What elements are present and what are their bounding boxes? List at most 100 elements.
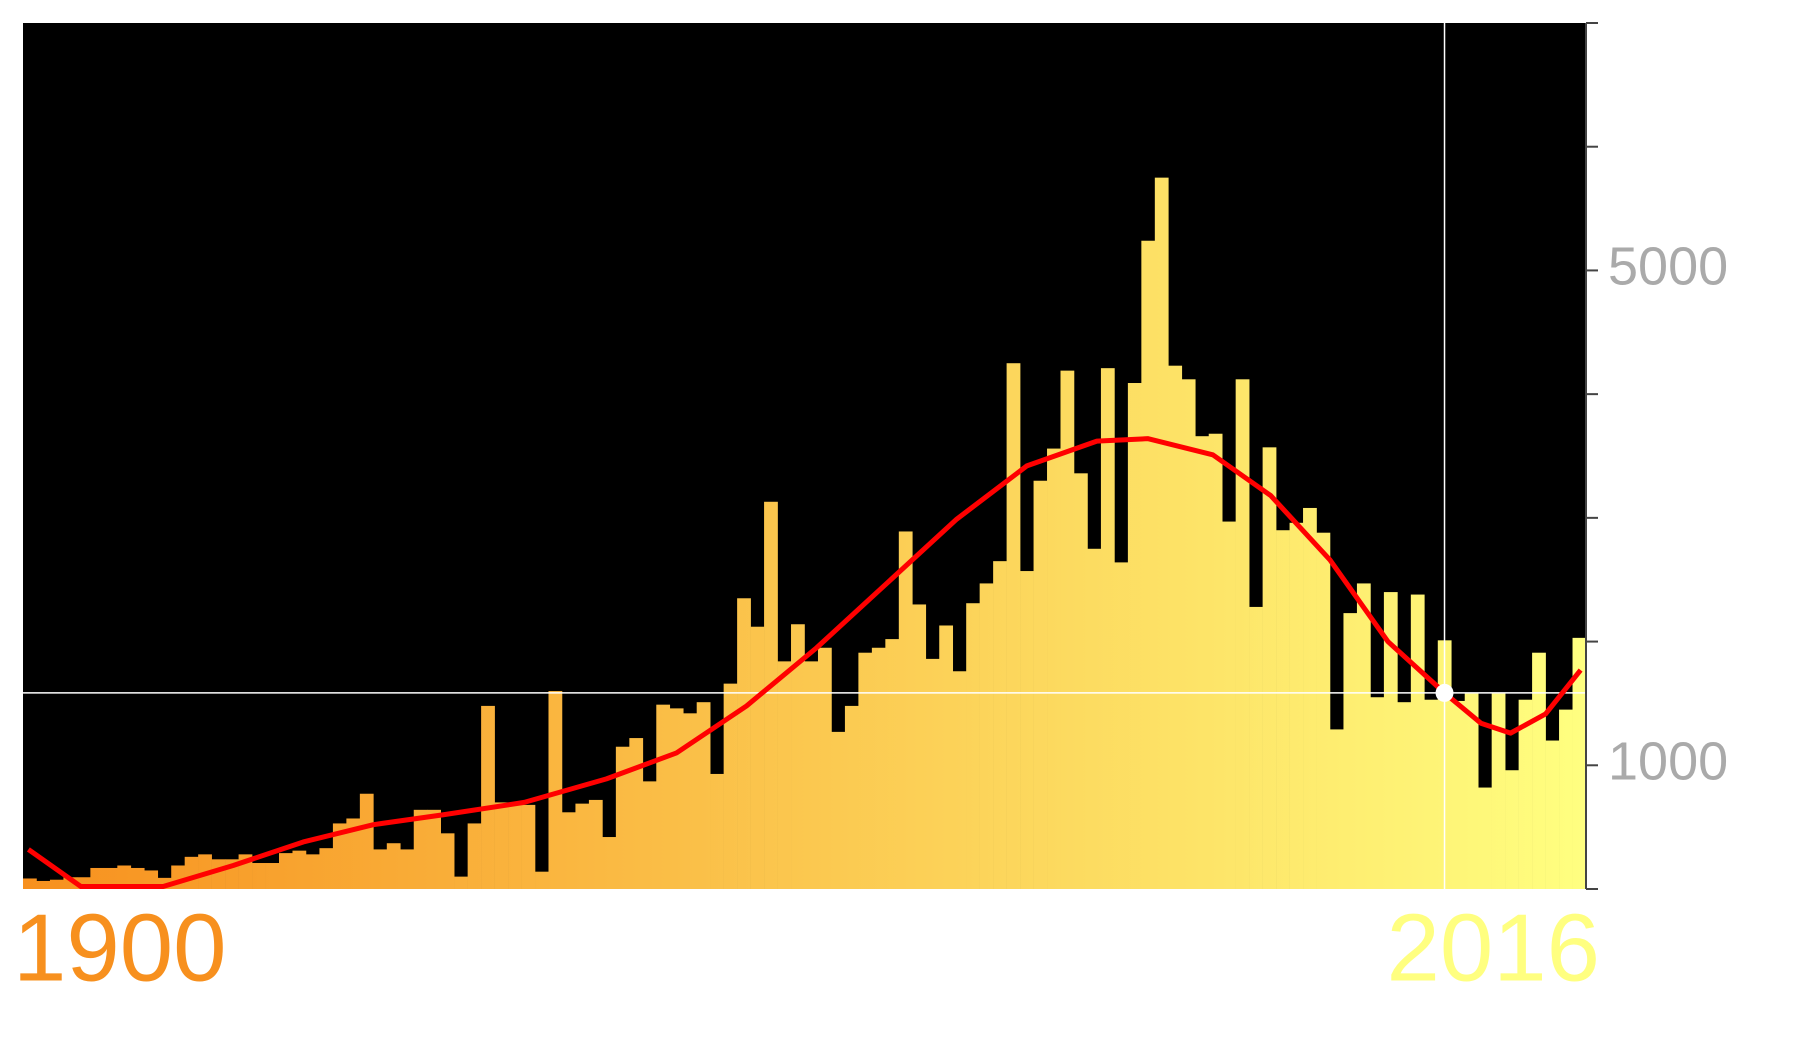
bar (1478, 787, 1492, 889)
bar (925, 658, 940, 889)
bar (885, 639, 900, 889)
bar (454, 876, 468, 889)
bar (494, 802, 509, 889)
bar (265, 863, 280, 889)
y-tick-label: 5000 (1608, 237, 1728, 297)
bar (966, 603, 980, 889)
bar (1370, 697, 1385, 889)
bar (49, 879, 64, 889)
bar (1464, 693, 1479, 889)
bar (1249, 606, 1263, 889)
bar (1222, 521, 1236, 889)
bar (1545, 740, 1560, 889)
bar (1114, 562, 1129, 889)
bar (1532, 652, 1546, 889)
bar (1518, 699, 1533, 889)
bar (1572, 637, 1587, 889)
bar (1060, 370, 1075, 889)
bar (319, 848, 334, 889)
bar (1087, 548, 1102, 889)
bar (1262, 447, 1277, 889)
bar (858, 652, 873, 889)
bar (1397, 702, 1412, 889)
bar (1181, 379, 1196, 889)
bar (386, 843, 401, 889)
bar (1195, 436, 1210, 889)
bar (373, 849, 388, 889)
bar (1505, 770, 1519, 889)
bar (791, 624, 805, 889)
bar (723, 683, 738, 889)
bar (817, 647, 832, 889)
cursor-dot (1435, 683, 1454, 702)
bar (1289, 522, 1304, 889)
bar (1235, 379, 1250, 889)
bar (467, 823, 482, 889)
bar (696, 702, 711, 889)
bar (575, 803, 590, 889)
bar (1559, 709, 1573, 889)
bar (1303, 507, 1317, 889)
bar (764, 501, 778, 889)
bar (602, 837, 617, 889)
bar (669, 708, 684, 889)
bar (1410, 594, 1425, 889)
bar (750, 626, 765, 889)
bar (1424, 699, 1439, 889)
bar (521, 804, 536, 889)
bar (1154, 177, 1169, 890)
bar (252, 863, 266, 889)
bar (737, 598, 751, 889)
bar (400, 849, 415, 889)
bar (130, 867, 145, 889)
bar (36, 880, 51, 889)
bar (90, 867, 105, 889)
bar (346, 818, 361, 889)
bar (211, 859, 226, 889)
x-tick-label: 1900 (13, 894, 227, 1001)
bar (508, 803, 522, 889)
bar (1276, 530, 1290, 889)
bar (561, 812, 576, 889)
bar (535, 871, 549, 889)
bar (1047, 448, 1061, 889)
bar (184, 856, 199, 889)
bar (1383, 592, 1398, 889)
bar (1491, 693, 1506, 889)
bar (157, 877, 172, 889)
bar (939, 625, 954, 889)
bar (844, 705, 859, 889)
bar (912, 604, 927, 889)
bar (1168, 365, 1183, 889)
trend-line (26, 436, 1583, 890)
bar (76, 877, 91, 889)
bar (359, 793, 374, 889)
bar (777, 661, 792, 889)
bar (1127, 383, 1142, 889)
x-tick-label: 2016 (1386, 894, 1600, 1001)
bar (871, 647, 886, 889)
bar (1329, 729, 1344, 889)
bar (103, 867, 118, 889)
bar (1356, 583, 1371, 889)
bar (1073, 473, 1088, 889)
bar (1451, 700, 1466, 889)
bar (656, 704, 671, 889)
bar (413, 809, 428, 889)
bar (831, 731, 846, 889)
bar (1033, 480, 1048, 889)
bar (548, 691, 563, 889)
bar (1141, 240, 1156, 890)
bar (1343, 613, 1358, 889)
bar (1208, 433, 1223, 889)
bar (979, 583, 994, 889)
bar (332, 823, 347, 889)
bar (481, 705, 495, 889)
bar (804, 661, 819, 889)
bar (117, 865, 132, 889)
bar (952, 671, 967, 889)
bar (440, 833, 455, 889)
bar (629, 738, 644, 889)
bar (898, 531, 913, 889)
